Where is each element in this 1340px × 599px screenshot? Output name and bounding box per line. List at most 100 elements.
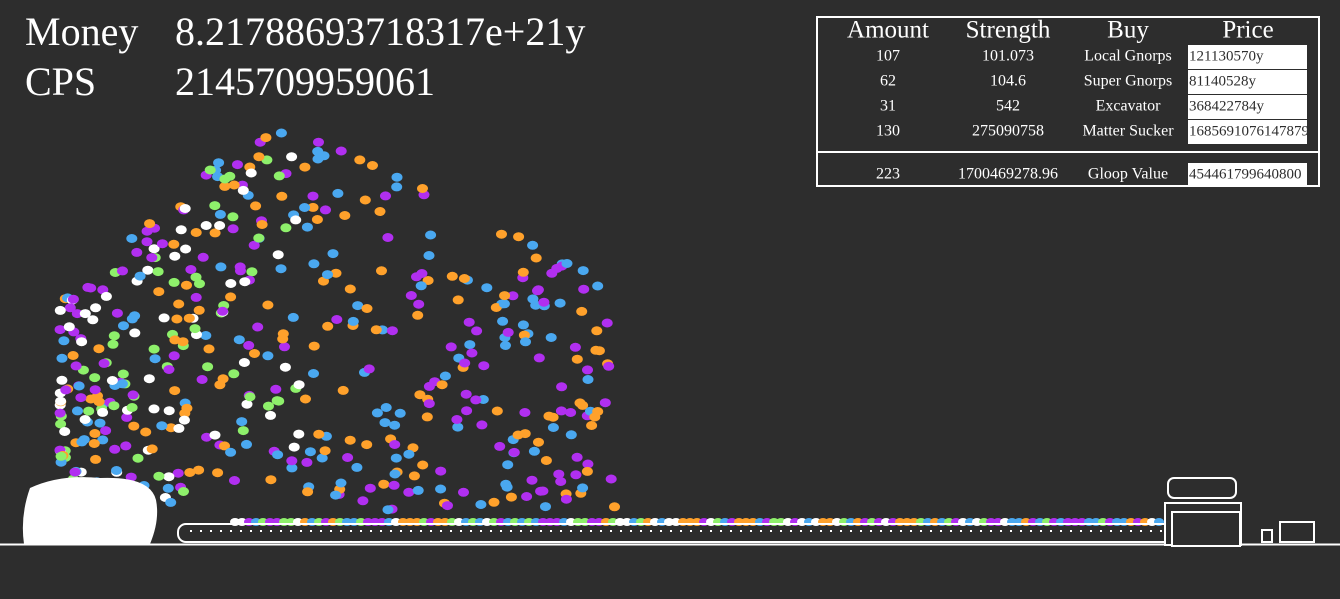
particle [499, 291, 511, 301]
gloop-particles [54, 128, 1164, 526]
particle [380, 191, 391, 201]
particle [545, 333, 557, 342]
particle [527, 240, 539, 250]
particle [173, 299, 185, 309]
particle [175, 225, 187, 235]
particle [272, 250, 284, 260]
particle [386, 326, 398, 336]
buy-button[interactable]: Local Gnorps [1084, 48, 1172, 65]
particle [436, 380, 448, 390]
particle [414, 390, 426, 400]
particle [168, 239, 180, 249]
buy-button[interactable]: Matter Sucker [1082, 123, 1174, 140]
particle [581, 466, 593, 476]
gloop-value[interactable]: Gloop Value [1088, 166, 1168, 183]
particle [417, 460, 429, 470]
particle [181, 403, 193, 413]
particle [178, 487, 189, 496]
particle [168, 277, 180, 287]
particle [582, 375, 594, 384]
particle [287, 312, 299, 322]
particle [540, 502, 551, 512]
particle [67, 351, 79, 360]
particle [344, 435, 356, 445]
particle [72, 406, 83, 416]
particle [127, 390, 139, 400]
gloop-pile [22, 477, 158, 544]
particle [73, 381, 85, 391]
price: 1685691076147879 [1189, 123, 1309, 139]
particle [276, 191, 288, 201]
stat-label: Money [25, 9, 138, 54]
particle [227, 224, 239, 234]
particle [442, 501, 453, 511]
particle [64, 303, 76, 313]
particle [67, 294, 79, 304]
particle [502, 460, 514, 470]
particle [556, 382, 568, 392]
particle [364, 483, 376, 493]
particle [129, 328, 141, 338]
particle [172, 468, 184, 478]
particle [76, 437, 88, 447]
particle [586, 421, 598, 430]
particle [300, 394, 311, 404]
particle [555, 477, 567, 486]
cell: 101.073 [982, 48, 1034, 65]
particle [236, 417, 248, 427]
particle [83, 406, 95, 416]
price-cell [1188, 163, 1307, 187]
particle [481, 283, 493, 293]
particle [417, 184, 428, 193]
particle [265, 410, 276, 420]
particle [543, 411, 555, 421]
particle [253, 152, 265, 162]
particle [351, 462, 363, 472]
particle [271, 396, 283, 406]
particle [93, 397, 105, 407]
particle [463, 317, 475, 327]
particle [241, 439, 252, 449]
particle [361, 304, 373, 313]
particle [180, 244, 192, 254]
particle [89, 385, 101, 395]
buy-button[interactable]: Excavator [1096, 98, 1162, 115]
particle [603, 361, 615, 371]
particle [391, 172, 403, 182]
particle [290, 215, 302, 225]
particle [609, 502, 620, 512]
cell: 104.6 [990, 73, 1026, 90]
particle [129, 311, 141, 321]
particle [141, 226, 153, 236]
price-cell [1188, 70, 1307, 94]
particle [569, 342, 581, 352]
particle [56, 353, 68, 363]
buy-button[interactable]: Super Gnorps [1084, 73, 1172, 90]
particle [308, 341, 320, 351]
particle [577, 266, 589, 276]
particle [582, 365, 593, 375]
particle [458, 487, 469, 497]
particle [169, 251, 181, 261]
particle [304, 447, 316, 457]
particle [591, 326, 603, 336]
particle [249, 349, 260, 358]
particle [367, 161, 378, 170]
particle [445, 342, 457, 352]
particle [277, 334, 289, 344]
particle [225, 292, 237, 302]
particle [299, 203, 311, 212]
particle [238, 358, 250, 367]
particle [347, 316, 359, 326]
cell: 275090758 [972, 123, 1044, 140]
particle [63, 322, 75, 332]
particle [452, 295, 464, 305]
particle [517, 267, 529, 277]
particle [316, 453, 328, 463]
particle [219, 174, 231, 184]
particle [538, 297, 550, 307]
particle [134, 271, 146, 281]
particle [163, 406, 175, 416]
particle [491, 406, 503, 416]
particle [279, 342, 290, 352]
